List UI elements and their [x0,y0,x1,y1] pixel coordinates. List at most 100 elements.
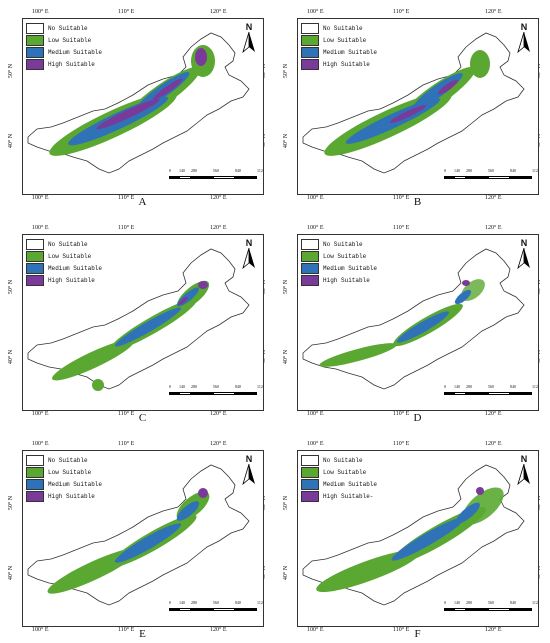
scale-tick-label: 840 [510,168,516,173]
scale-segment [488,176,510,179]
legend-item: Medium Suitable [301,46,377,58]
lat-label-left: 40° N [8,565,15,581]
legend-item: Medium Suitable [301,478,377,490]
scale-tick-label: 560 [488,168,494,173]
legend-label: Low Suitable [323,252,367,260]
scale-tick-label: 140 [179,600,185,605]
scale-tick-label: 560 [213,384,219,389]
legend-swatch [26,478,44,490]
legend-item: No Suitable [26,238,102,250]
map-frame: No Suitable Low Suitable Medium Suitable Hi… [22,234,264,411]
legend: No Suitable Low Suitable Medium Suitable Hi… [26,22,102,70]
legend-swatch [301,34,319,46]
legend-swatch [26,454,44,466]
lat-label-left: 50° N [8,495,15,511]
lon-label-bottom: 100° E [32,411,49,417]
scale-bar: 0 140 280 560 840 1120 [169,384,263,399]
region-outline [27,248,250,390]
scale-segment [235,176,257,179]
legend-label: Low Suitable [48,468,92,476]
lon-label-top: 120° E [210,441,227,447]
scale-tick-label: 1120 [257,384,263,389]
lon-label-top: 110° E [118,441,135,447]
legend-swatch [26,46,44,58]
north-letter: N [245,454,253,464]
lon-label-bottom: 120° E [485,195,502,201]
legend-label: Medium Suitable [323,480,378,488]
lon-label-bottom: 120° E [210,411,227,417]
scale-tick-label: 840 [235,384,241,389]
legend-item: No Suitable [301,22,377,34]
lon-label-top: 110° E [118,9,135,15]
suitability-zone [454,289,472,305]
legend-swatch [301,22,319,34]
suitability-zone [92,379,104,391]
scale-segment [169,176,179,179]
lon-label-bottom: 110° E [393,411,410,417]
legend-label: No Suitable [323,240,363,248]
north-arrow: N [241,454,257,491]
lon-label-top: 100° E [307,441,324,447]
north-arrow: N [516,22,532,59]
lon-label-top: 120° E [485,225,502,231]
scale-segment [179,176,191,179]
lon-label-bottom: 100° E [32,195,49,201]
lon-label-top: 120° E [210,9,227,15]
scale-tick-label: 0 [444,168,446,173]
lon-label-bottom: 100° E [307,627,324,633]
scale-tick-label: 1120 [257,600,263,605]
scale-segment [488,608,510,611]
lon-label-bottom: 100° E [307,411,324,417]
legend-swatch [301,490,319,502]
scale-bar: 0 140 280 560 840 1120 [444,384,538,399]
lat-label-left: 50° N [283,279,290,295]
scale-tick-label: 0 [169,600,171,605]
suitability-map [27,248,250,391]
suitability-map [302,464,525,606]
scale-segment [454,176,466,179]
legend-label: Medium Suitable [48,48,103,56]
legend: No Suitable Low Suitable Medium Suitable Hi… [301,238,377,286]
north-arrow-icon [242,247,255,270]
suitability-zone [396,311,450,343]
scale-segment [179,608,191,611]
scale-segment [454,392,466,395]
legend-item: Low Suitable [26,466,102,478]
suitability-zone [462,280,470,286]
suitability-zone [319,343,397,367]
scale-tick-label: 140 [179,384,185,389]
scale-tick-label: 140 [454,168,460,173]
suitability-zone [114,307,182,347]
legend-label: Medium Suitable [323,48,378,56]
legend-label: High Suitable [323,276,370,284]
scale-tick-label: 840 [235,168,241,173]
suitability-zone [153,78,183,100]
legend-swatch [301,466,319,478]
map-panel-F: 100° E 110° E 120° E 50° N 40° N 50° N 4… [283,440,550,640]
north-arrow-icon [517,31,530,54]
legend-item: No Suitable [301,238,377,250]
scale-segment [510,608,532,611]
scale-tick-label: 280 [466,384,472,389]
suitability-zone [96,98,160,130]
lon-label-top: 100° E [307,225,324,231]
legend-swatch [26,466,44,478]
legend-label: High Suitable [48,276,95,284]
suitability-zone [476,487,484,495]
legend: No Suitable Low Suitable Medium Suitable Hi… [301,22,377,70]
scale-tick-label: 140 [454,600,460,605]
suitability-map [27,464,250,606]
legend-label: Low Suitable [48,36,92,44]
scale-tick-label: 0 [444,600,446,605]
legend-item: High Suitable [301,58,377,70]
legend-label: Medium Suitable [48,480,103,488]
legend-item: High Suitable [26,490,102,502]
legend-label: Low Suitable [48,252,92,260]
lon-label-top: 110° E [393,441,410,447]
panel-label: A [138,196,147,208]
scale-segment [213,608,235,611]
lon-label-top: 120° E [485,9,502,15]
lat-label-left: 40° N [8,133,15,149]
suitability-map [302,248,525,390]
lon-label-top: 120° E [210,225,227,231]
